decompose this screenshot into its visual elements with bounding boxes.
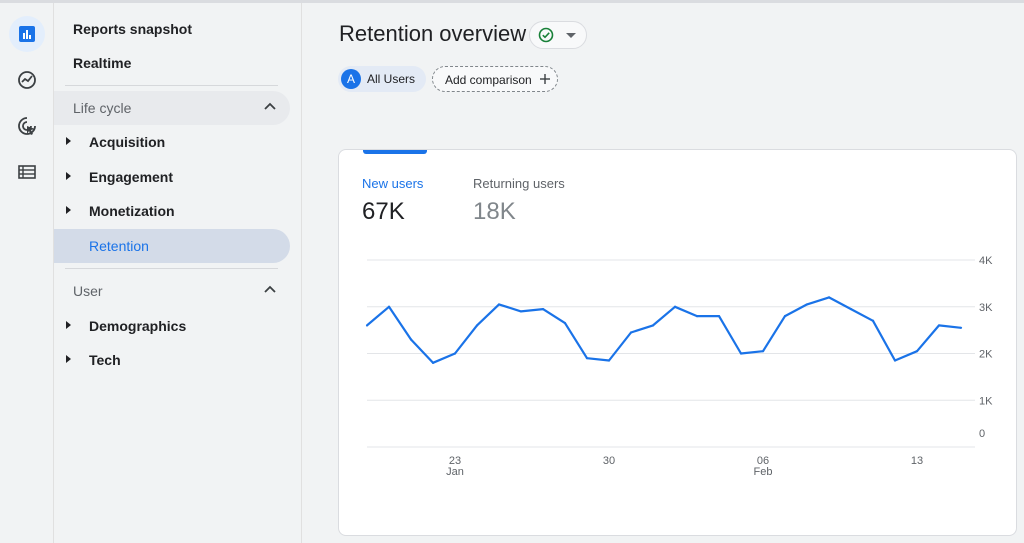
y-tick-label: 1K bbox=[979, 395, 993, 407]
data-point bbox=[607, 359, 611, 362]
audience-chip-label: All Users bbox=[367, 72, 416, 86]
y-tick-label: 4K bbox=[979, 255, 993, 267]
nav-item-label: Monetization bbox=[89, 203, 175, 219]
advertising-nav-button[interactable] bbox=[9, 108, 45, 144]
nav-reports-snapshot[interactable]: Reports snapshot bbox=[73, 21, 193, 37]
data-point bbox=[849, 307, 853, 311]
metric-value: 18K bbox=[473, 198, 516, 225]
data-point bbox=[453, 352, 457, 355]
top-border bbox=[0, 0, 1024, 3]
data-point bbox=[717, 315, 721, 318]
add-comparison-button[interactable]: Add comparison bbox=[432, 66, 558, 92]
data-point bbox=[563, 322, 567, 325]
caret-right-icon bbox=[66, 355, 71, 363]
data-point bbox=[805, 303, 809, 306]
audience-avatar: A bbox=[341, 69, 361, 89]
data-point bbox=[959, 326, 963, 329]
data-point bbox=[739, 352, 743, 355]
lifecycle-section-label: Life cycle bbox=[73, 100, 132, 116]
data-point bbox=[497, 303, 501, 306]
data-point bbox=[673, 305, 677, 308]
configure-nav-button[interactable] bbox=[9, 154, 45, 190]
reports-nav-button[interactable] bbox=[9, 16, 45, 52]
reports-nav-panel: Reports snapshot Realtime Life cycle Acq… bbox=[54, 3, 302, 543]
nav-item-label: Demographics bbox=[89, 318, 187, 334]
caret-right-icon bbox=[66, 172, 71, 180]
nav-item-label: Retention bbox=[89, 238, 149, 254]
bar-chart-icon bbox=[19, 26, 35, 42]
caret-right-icon bbox=[66, 321, 71, 329]
x-tick-label: 13 bbox=[911, 455, 923, 467]
nav-item-engagement[interactable]: Engagement bbox=[54, 160, 290, 194]
nav-item-acquisition[interactable]: Acquisition bbox=[54, 125, 290, 159]
nav-item-label: Engagement bbox=[89, 169, 174, 185]
trending-icon bbox=[18, 71, 36, 89]
data-point bbox=[365, 324, 369, 327]
data-point bbox=[475, 324, 479, 327]
caret-right-icon bbox=[66, 137, 71, 145]
data-point bbox=[937, 324, 941, 327]
check-circle-icon bbox=[538, 27, 554, 43]
chevron-up-icon bbox=[264, 102, 276, 110]
plus-icon bbox=[540, 74, 550, 84]
data-point bbox=[695, 315, 699, 318]
series-line-new-users bbox=[366, 296, 962, 364]
nav-item-monetization[interactable]: Monetization bbox=[54, 194, 290, 228]
data-point bbox=[585, 357, 589, 360]
data-point bbox=[431, 361, 435, 364]
nav-item-retention[interactable]: Retention bbox=[54, 229, 290, 263]
nav-divider bbox=[65, 85, 278, 86]
data-point bbox=[519, 310, 523, 313]
nav-divider bbox=[65, 268, 278, 269]
chevron-up-icon bbox=[264, 285, 276, 293]
data-point bbox=[783, 315, 787, 318]
nav-item-label: Acquisition bbox=[89, 134, 166, 150]
nav-item-label: Tech bbox=[89, 352, 121, 368]
metric-returning-users[interactable]: Returning users 18K bbox=[473, 176, 565, 226]
data-point bbox=[915, 350, 919, 353]
page-title: Retention overview bbox=[339, 21, 527, 46]
x-tick-label: 06 bbox=[757, 455, 769, 467]
data-point bbox=[827, 296, 831, 299]
data-point bbox=[541, 307, 545, 311]
list-icon bbox=[18, 165, 36, 179]
icon-rail bbox=[0, 3, 54, 543]
add-comparison-label: Add comparison bbox=[445, 73, 532, 87]
data-point bbox=[893, 359, 897, 362]
selected-metric-indicator bbox=[363, 150, 427, 154]
x-tick-label: 23 bbox=[449, 455, 461, 467]
metric-value: 67K bbox=[362, 198, 405, 225]
main-content: Retention overview A All Users Add compa… bbox=[303, 3, 1024, 543]
data-point bbox=[651, 324, 655, 327]
data-point bbox=[761, 350, 765, 353]
user-section-header[interactable]: User bbox=[54, 274, 290, 308]
nav-item-tech[interactable]: Tech bbox=[54, 343, 290, 377]
caret-right-icon bbox=[66, 206, 71, 214]
report-status-dropdown[interactable] bbox=[529, 21, 587, 49]
x-tick-month-label: Jan bbox=[446, 466, 464, 478]
dropdown-arrow-icon bbox=[566, 33, 576, 38]
nav-item-demographics[interactable]: Demographics bbox=[54, 309, 290, 343]
data-point bbox=[409, 338, 413, 341]
metric-label: New users bbox=[362, 176, 424, 191]
data-point bbox=[387, 305, 391, 308]
data-point bbox=[871, 319, 875, 322]
data-point bbox=[629, 331, 633, 334]
y-tick-label: 0 bbox=[979, 428, 985, 440]
cursor-target-icon bbox=[18, 117, 36, 135]
user-section-label: User bbox=[73, 283, 103, 299]
lifecycle-section-header[interactable]: Life cycle bbox=[54, 91, 290, 125]
x-tick-label: 30 bbox=[603, 455, 615, 467]
y-tick-label: 3K bbox=[979, 302, 993, 314]
metric-label: Returning users bbox=[473, 176, 565, 191]
y-tick-label: 2K bbox=[979, 349, 993, 361]
audience-chip[interactable]: A All Users bbox=[338, 66, 426, 92]
explore-nav-button[interactable] bbox=[9, 62, 45, 98]
metric-new-users[interactable]: New users 67K bbox=[362, 176, 423, 226]
nav-realtime[interactable]: Realtime bbox=[73, 55, 132, 71]
retention-card: New users 67K Returning users 18K 4K 3K 2K… bbox=[338, 149, 1017, 536]
x-tick-month-label: Feb bbox=[754, 466, 773, 478]
